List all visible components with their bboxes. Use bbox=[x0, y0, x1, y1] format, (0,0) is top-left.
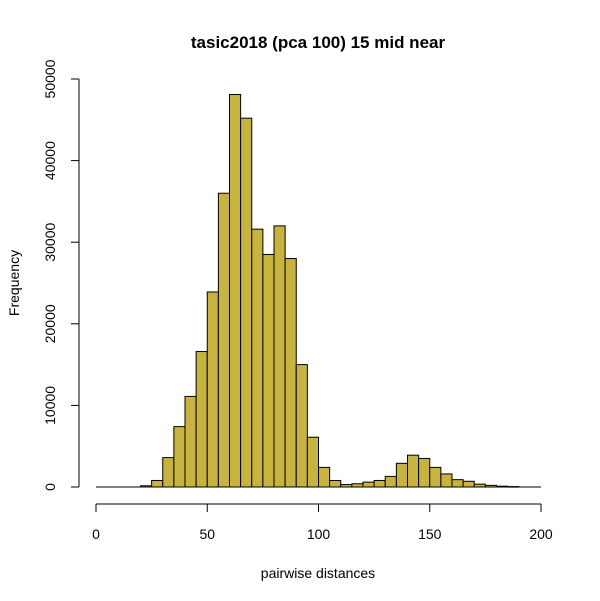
histogram-bar-4 bbox=[184, 395, 197, 488]
histogram-bar-13 bbox=[284, 258, 297, 488]
y-tick-label-3: 30000 bbox=[42, 223, 58, 262]
x-axis-label: pairwise distances bbox=[261, 565, 375, 581]
histogram-bar-1 bbox=[151, 479, 164, 488]
histogram-bar-27 bbox=[440, 473, 453, 488]
histogram-bar-19 bbox=[351, 483, 364, 488]
histogram-bar-10 bbox=[251, 228, 264, 488]
histogram-bar-7 bbox=[217, 192, 230, 488]
chart-title: tasic2018 (pca 100) 15 mid near bbox=[191, 33, 446, 52]
histogram-bar-28 bbox=[451, 479, 464, 488]
y-tick-label-5: 50000 bbox=[42, 59, 58, 98]
histogram-bar-15 bbox=[306, 436, 319, 488]
histogram-bar-21 bbox=[373, 479, 386, 488]
histogram-bar-14 bbox=[295, 364, 308, 488]
histogram-bar-9 bbox=[240, 117, 253, 488]
histogram-bar-0 bbox=[140, 485, 153, 488]
histogram-bar-31 bbox=[484, 484, 497, 488]
x-tick-label-0: 0 bbox=[92, 526, 100, 542]
histogram-bar-2 bbox=[162, 457, 175, 488]
histogram-bar-24 bbox=[407, 454, 420, 488]
y-tick-label-0: 0 bbox=[42, 483, 58, 491]
histogram-bar-17 bbox=[329, 479, 342, 488]
y-tick-label-4: 40000 bbox=[42, 141, 58, 180]
histogram-bar-3 bbox=[173, 426, 186, 488]
histogram-bar-18 bbox=[340, 484, 353, 488]
histogram-bar-33 bbox=[507, 486, 520, 488]
y-tick-label-2: 20000 bbox=[42, 304, 58, 343]
x-axis: 0 50 100 150 200 bbox=[92, 503, 553, 542]
histogram-bar-12 bbox=[273, 225, 286, 488]
x-tick-label-4: 200 bbox=[529, 526, 553, 542]
histogram-bar-29 bbox=[462, 480, 475, 488]
y-axis-label: Frequency bbox=[6, 250, 22, 316]
histogram-bars bbox=[96, 94, 541, 488]
histogram-bar-30 bbox=[473, 483, 486, 488]
x-tick-label-3: 150 bbox=[418, 526, 442, 542]
histogram-bar-11 bbox=[262, 253, 275, 488]
histogram-bar-6 bbox=[206, 291, 219, 488]
histogram-bar-8 bbox=[229, 94, 242, 488]
histogram-bar-22 bbox=[384, 475, 397, 488]
histogram-bar-16 bbox=[318, 466, 331, 488]
histogram-bar-26 bbox=[429, 466, 442, 488]
y-tick-label-1: 10000 bbox=[42, 386, 58, 425]
x-tick-label-2: 100 bbox=[307, 526, 331, 542]
x-tick-label-1: 50 bbox=[199, 526, 215, 542]
histogram-bar-32 bbox=[496, 485, 509, 488]
histogram-bar-20 bbox=[362, 481, 375, 488]
histogram-bar-5 bbox=[195, 351, 208, 488]
histogram-bar-25 bbox=[418, 457, 431, 488]
histogram-bar-23 bbox=[395, 462, 408, 488]
y-axis: 0 10000 20000 30000 40000 50000 bbox=[42, 59, 80, 491]
